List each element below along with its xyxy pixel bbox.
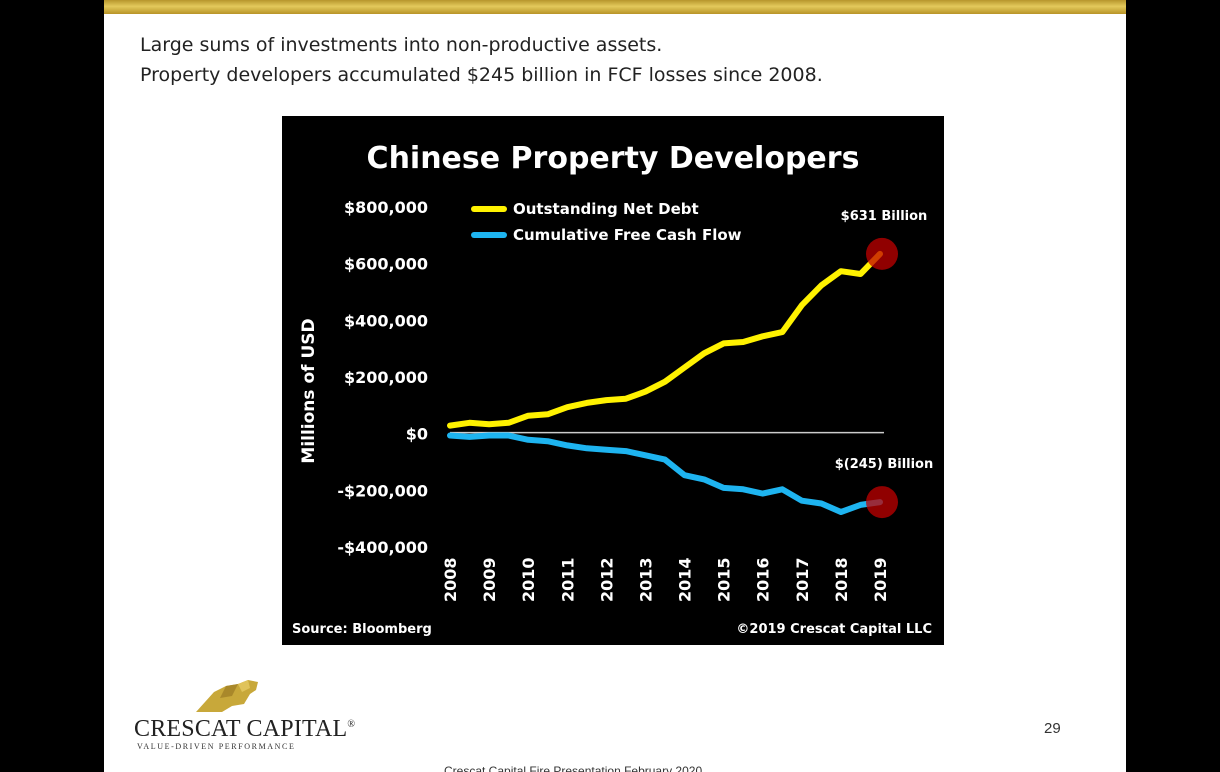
x-tick-label-2011: 2011 <box>558 557 577 602</box>
x-tick-label-2009: 2009 <box>480 557 499 602</box>
x-tick-label-2012: 2012 <box>597 557 616 602</box>
crescat-lion-icon <box>196 680 258 712</box>
y-tick-label-4: $0 <box>406 425 428 444</box>
endpoint-label-1: $(245) Billion <box>835 457 934 472</box>
x-tick-label-2014: 2014 <box>676 557 695 602</box>
x-tick-label-2008: 2008 <box>441 557 460 602</box>
x-tick-label-2017: 2017 <box>793 557 812 602</box>
legend-label-debt: Outstanding Net Debt <box>513 200 699 218</box>
y-tick-label-6: -$400,000 <box>337 538 428 557</box>
series-line-fcf <box>447 432 883 515</box>
logo-name: CRESCAT CAPITAL® <box>134 716 356 742</box>
endpoint-marker-0 <box>866 237 898 270</box>
chart-svg: Chinese Property Developers $800,000 $600… <box>292 141 934 637</box>
chart-source: Source: Bloomberg <box>292 622 432 637</box>
x-tick-label-2010: 2010 <box>519 557 538 602</box>
page-number: 29 <box>1044 720 1061 737</box>
slide-text-line-2: Property developers accumulated $245 bil… <box>140 64 823 86</box>
y-tick-label-0: $800,000 <box>344 198 428 217</box>
endpoint-marker-1 <box>866 486 898 519</box>
legend-label-fcf: Cumulative Free Cash Flow <box>513 226 742 244</box>
chart-panel: Chinese Property Developers $800,000 $600… <box>282 116 944 645</box>
slide-footer: Crescat Capital Fire Presentation Februa… <box>444 764 703 772</box>
top-gold-bar <box>104 0 1126 14</box>
x-tick-label-2013: 2013 <box>636 557 655 602</box>
slide: Large sums of investments into non-produ… <box>104 0 1126 772</box>
chart-title: Chinese Property Developers <box>367 141 860 176</box>
y-tick-label-3: $200,000 <box>344 368 428 387</box>
x-tick-label-2015: 2015 <box>715 557 734 602</box>
series-line-debt <box>447 250 883 429</box>
x-tick-label-2018: 2018 <box>832 557 851 602</box>
y-tick-label-2: $400,000 <box>344 311 428 330</box>
y-tick-label-5: -$200,000 <box>337 481 428 500</box>
x-tick-label-2019: 2019 <box>871 557 890 602</box>
chart-copyright: ©2019 Crescat Capital LLC <box>736 622 932 637</box>
logo-tagline: VALUE-DRIVEN PERFORMANCE <box>137 742 296 751</box>
x-tick-label-2016: 2016 <box>754 557 773 602</box>
y-axis-label: Millions of USD <box>299 318 319 463</box>
crescat-logo: CRESCAT CAPITAL® VALUE-DRIVEN PERFORMANC… <box>134 676 355 756</box>
slide-text-line-1: Large sums of investments into non-produ… <box>140 34 663 56</box>
y-tick-label-1: $600,000 <box>344 255 428 274</box>
endpoint-label-0: $631 Billion <box>841 209 928 224</box>
